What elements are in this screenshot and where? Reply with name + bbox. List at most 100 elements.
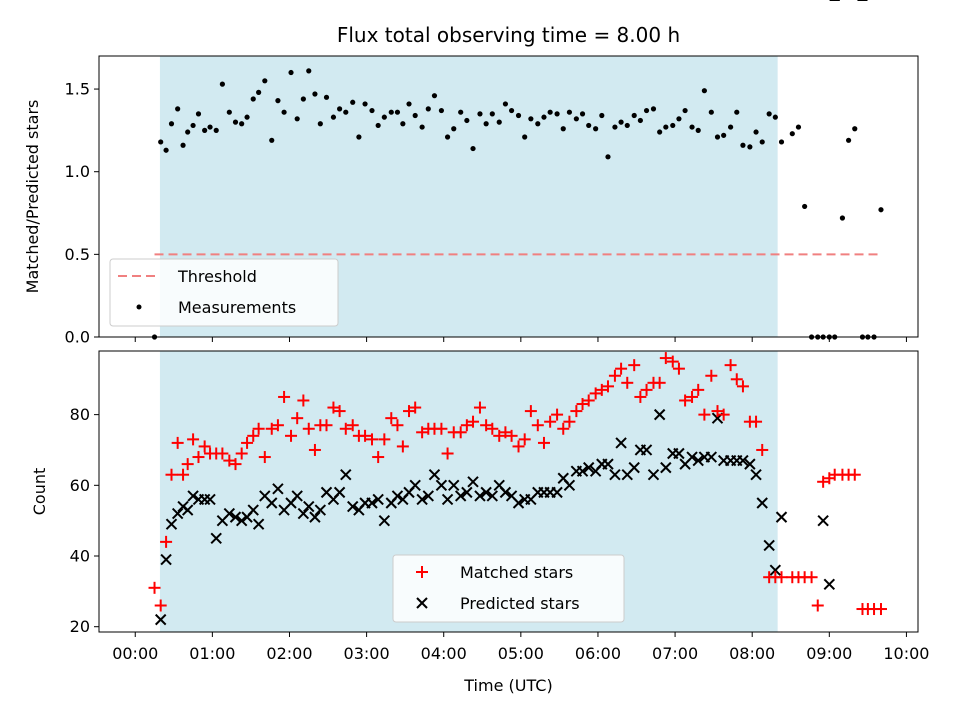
predicted-star-point bbox=[660, 461, 672, 474]
matched-star-point bbox=[454, 426, 467, 439]
matched-star-point bbox=[563, 415, 576, 428]
measurement-point bbox=[682, 107, 688, 114]
matched-star-point bbox=[724, 359, 737, 372]
measurement-point bbox=[753, 129, 759, 135]
measurement-point bbox=[168, 121, 175, 127]
predicted-star-point bbox=[210, 532, 222, 545]
measurement-point bbox=[312, 91, 318, 97]
measurement-point bbox=[728, 124, 734, 130]
y-tick-label: 40 bbox=[70, 547, 90, 566]
measurement-point bbox=[239, 121, 245, 127]
y-tick-label: 0.5 bbox=[65, 245, 90, 264]
measurement-point bbox=[618, 119, 624, 125]
predicted-star-point bbox=[582, 461, 595, 474]
legend-predicted-swatch bbox=[416, 597, 428, 609]
y-tick-label: 60 bbox=[70, 476, 90, 495]
measurement-point bbox=[766, 111, 772, 117]
measurement-point bbox=[878, 207, 884, 213]
predicted-star-point bbox=[467, 476, 479, 488]
measurement-point bbox=[772, 114, 778, 120]
predicted-star-point bbox=[160, 553, 172, 566]
measurement-point bbox=[612, 124, 618, 130]
matched-star-point bbox=[486, 422, 499, 435]
matched-star-point bbox=[148, 581, 161, 594]
matched-star-point bbox=[615, 362, 628, 375]
matched-star-point bbox=[499, 426, 512, 439]
matched-star-point bbox=[378, 433, 391, 446]
matched-star-point bbox=[247, 429, 260, 442]
measurement-point bbox=[554, 111, 560, 117]
matched-star-point bbox=[320, 419, 333, 432]
measurement-point bbox=[515, 112, 522, 119]
measurement-point bbox=[464, 117, 470, 124]
matched-star-point bbox=[396, 440, 409, 453]
matched-star-point bbox=[805, 571, 818, 584]
predicted-star-point bbox=[291, 490, 303, 502]
measurement-point bbox=[721, 132, 727, 138]
matched-star-point bbox=[557, 422, 570, 435]
matched-star-point bbox=[666, 355, 679, 368]
x-tick-label: 06:00 bbox=[575, 644, 621, 663]
measurement-point bbox=[670, 122, 676, 129]
matched-star-point bbox=[403, 405, 416, 418]
predicted-star-point bbox=[252, 518, 265, 530]
measurement-point bbox=[605, 154, 611, 160]
measurement-point bbox=[566, 109, 573, 115]
predicted-star-point bbox=[454, 490, 467, 502]
measurement-point bbox=[343, 109, 349, 115]
measurement-point bbox=[528, 116, 534, 122]
matched-star-point bbox=[493, 429, 506, 442]
matched-star-point bbox=[171, 436, 184, 449]
predicted-star-point bbox=[461, 486, 473, 499]
matched-star-point bbox=[187, 433, 200, 446]
measurement-point bbox=[175, 106, 181, 112]
matched-star-point bbox=[385, 412, 398, 425]
predicted-star-point bbox=[823, 578, 836, 590]
matched-star-point bbox=[409, 401, 422, 414]
x-tick-label: 10:00 bbox=[883, 644, 929, 663]
measurement-point bbox=[708, 109, 714, 115]
matched-star-point bbox=[241, 436, 254, 449]
predicted-star-point bbox=[366, 497, 378, 509]
matched-star-point bbox=[698, 408, 711, 421]
measurement-point bbox=[262, 78, 268, 84]
matched-star-point bbox=[576, 398, 589, 411]
matched-star-point bbox=[258, 451, 271, 464]
matched-star-point bbox=[811, 599, 824, 612]
predicted-star-point bbox=[187, 490, 199, 502]
matched-star-point bbox=[608, 369, 621, 382]
measurement-point bbox=[535, 121, 541, 127]
measurement-point bbox=[496, 119, 502, 125]
measurement-point bbox=[547, 109, 553, 115]
predicted-star-point bbox=[653, 408, 666, 421]
measurement-point bbox=[695, 127, 701, 133]
measurement-point bbox=[406, 101, 412, 107]
measurement-point bbox=[275, 98, 281, 104]
measurement-point bbox=[388, 109, 394, 115]
measurement-point bbox=[244, 114, 250, 120]
matched-star-point bbox=[736, 380, 749, 393]
measurement-point bbox=[425, 106, 431, 112]
matched-star-point bbox=[672, 362, 685, 375]
measurement-point bbox=[740, 142, 746, 148]
legend-threshold-label: Threshold bbox=[177, 267, 257, 286]
predicted-star-point bbox=[229, 511, 242, 523]
ratio-legend: Threshold Measurements bbox=[109, 258, 339, 327]
measurement-point bbox=[394, 109, 401, 115]
predicted-star-point bbox=[480, 486, 492, 499]
measurement-point bbox=[438, 107, 445, 114]
predicted-star-point bbox=[391, 490, 404, 502]
measurement-point bbox=[419, 124, 425, 130]
measurement-point bbox=[163, 147, 169, 153]
matched-star-point bbox=[252, 422, 265, 435]
matched-star-point bbox=[711, 405, 724, 418]
measurement-point bbox=[624, 122, 630, 129]
matched-star-point bbox=[366, 433, 378, 446]
measurement-point bbox=[663, 124, 669, 130]
measurement-point bbox=[195, 111, 202, 117]
predicted-star-point bbox=[817, 514, 829, 527]
x-tick-label: 07:00 bbox=[652, 644, 698, 663]
matched-star-point bbox=[679, 394, 692, 407]
measurement-point bbox=[269, 137, 275, 143]
